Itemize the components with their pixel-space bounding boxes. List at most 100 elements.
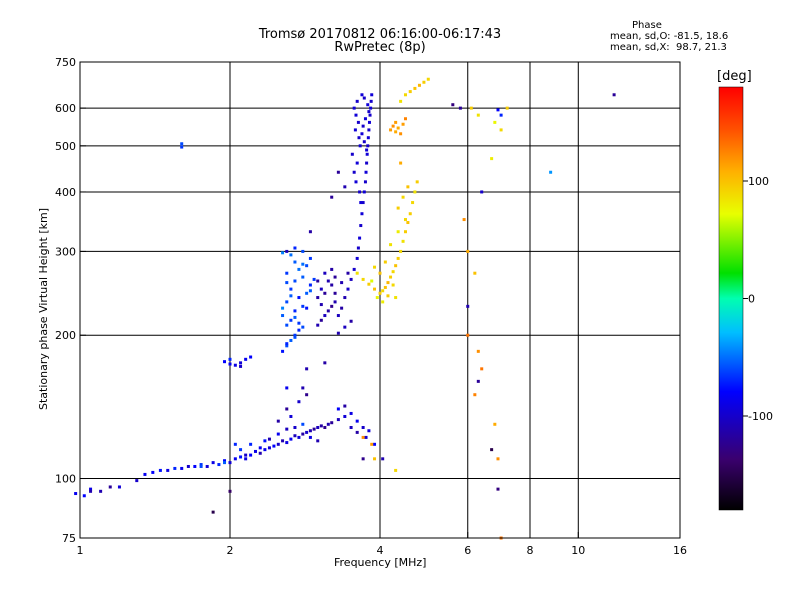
data-point xyxy=(389,243,393,247)
data-point xyxy=(180,145,184,149)
data-point xyxy=(362,140,366,144)
data-point xyxy=(343,185,347,189)
y-tick-label: 100 xyxy=(55,473,76,486)
data-point xyxy=(135,479,139,483)
data-point xyxy=(293,279,297,283)
data-point xyxy=(343,296,347,300)
data-point xyxy=(285,281,289,285)
data-point xyxy=(355,161,359,165)
data-point xyxy=(319,287,323,291)
data-point xyxy=(199,463,203,467)
data-point xyxy=(316,439,320,443)
colorbar-tick-label: 0 xyxy=(748,293,755,306)
data-point xyxy=(413,86,417,90)
data-point xyxy=(301,249,305,253)
y-axis-ticks: 75 100 200 300 400 500 600 750 xyxy=(55,56,86,545)
data-point xyxy=(289,437,293,441)
data-point xyxy=(343,325,347,329)
data-point xyxy=(285,386,289,390)
data-point xyxy=(151,470,155,474)
data-point xyxy=(217,463,221,467)
data-point xyxy=(349,277,353,281)
data-point xyxy=(336,418,340,422)
data-point xyxy=(211,461,215,465)
data-point xyxy=(366,144,370,148)
data-point xyxy=(305,306,309,310)
data-point xyxy=(166,468,170,472)
data-point xyxy=(180,142,184,146)
data-point xyxy=(476,349,480,353)
data-point xyxy=(355,99,359,103)
data-point xyxy=(367,128,371,132)
data-point xyxy=(361,435,365,439)
data-point xyxy=(396,256,400,260)
data-point xyxy=(323,361,327,365)
data-point xyxy=(403,93,407,97)
x-axis-title: Frequency [MHz] xyxy=(334,556,427,569)
data-point xyxy=(370,93,374,97)
data-point xyxy=(378,271,382,275)
data-point xyxy=(336,314,340,318)
colorbar-ticks: 100 0 -100 xyxy=(743,175,773,423)
data-point xyxy=(281,314,285,318)
data-point xyxy=(276,432,280,436)
data-point xyxy=(396,126,400,130)
data-point xyxy=(343,414,347,418)
data-point xyxy=(244,453,248,457)
data-point xyxy=(312,277,316,281)
data-point xyxy=(358,144,362,148)
data-point xyxy=(281,349,285,353)
data-point xyxy=(326,279,330,283)
data-point xyxy=(319,318,323,322)
data-point xyxy=(308,230,312,234)
data-point xyxy=(316,323,320,327)
data-point xyxy=(305,430,309,434)
data-point xyxy=(415,180,419,184)
data-point xyxy=(364,435,368,439)
data-point xyxy=(333,291,337,295)
data-point xyxy=(373,457,377,461)
data-point xyxy=(490,448,494,452)
data-point xyxy=(391,124,395,128)
data-point xyxy=(281,251,285,255)
data-point xyxy=(258,446,262,450)
data-point xyxy=(473,393,477,397)
data-point xyxy=(158,468,162,472)
colorbar-title: [deg] xyxy=(717,69,752,84)
data-point xyxy=(346,287,350,291)
data-point xyxy=(285,441,289,445)
data-point xyxy=(330,421,334,425)
data-point xyxy=(480,367,484,371)
data-point xyxy=(355,271,359,275)
data-point xyxy=(365,148,369,152)
data-point xyxy=(330,283,334,287)
colorbar-tick-label: 100 xyxy=(748,175,769,188)
data-point xyxy=(233,442,237,446)
data-point xyxy=(373,287,377,291)
data-point xyxy=(349,319,353,323)
data-point xyxy=(289,318,293,322)
data-point xyxy=(223,360,227,364)
data-point xyxy=(301,386,305,390)
data-point xyxy=(401,239,405,243)
data-point xyxy=(381,289,385,293)
data-point xyxy=(350,152,354,156)
data-point xyxy=(365,161,369,165)
data-point xyxy=(340,281,344,285)
data-point xyxy=(323,425,327,429)
data-point xyxy=(249,442,253,446)
data-point xyxy=(466,249,470,253)
data-point xyxy=(469,106,473,110)
data-point xyxy=(476,113,480,117)
y-axis-title: Stationary phase Virtual Height [km] xyxy=(37,207,50,410)
data-point xyxy=(239,364,243,368)
data-point xyxy=(297,400,301,404)
data-point xyxy=(297,321,301,325)
data-point xyxy=(368,113,372,117)
data-point xyxy=(289,338,293,342)
data-point xyxy=(499,113,503,117)
colorbar-tick-label: -100 xyxy=(748,410,773,423)
data-point xyxy=(496,108,500,112)
data-point xyxy=(293,333,297,337)
data-point xyxy=(305,291,309,295)
